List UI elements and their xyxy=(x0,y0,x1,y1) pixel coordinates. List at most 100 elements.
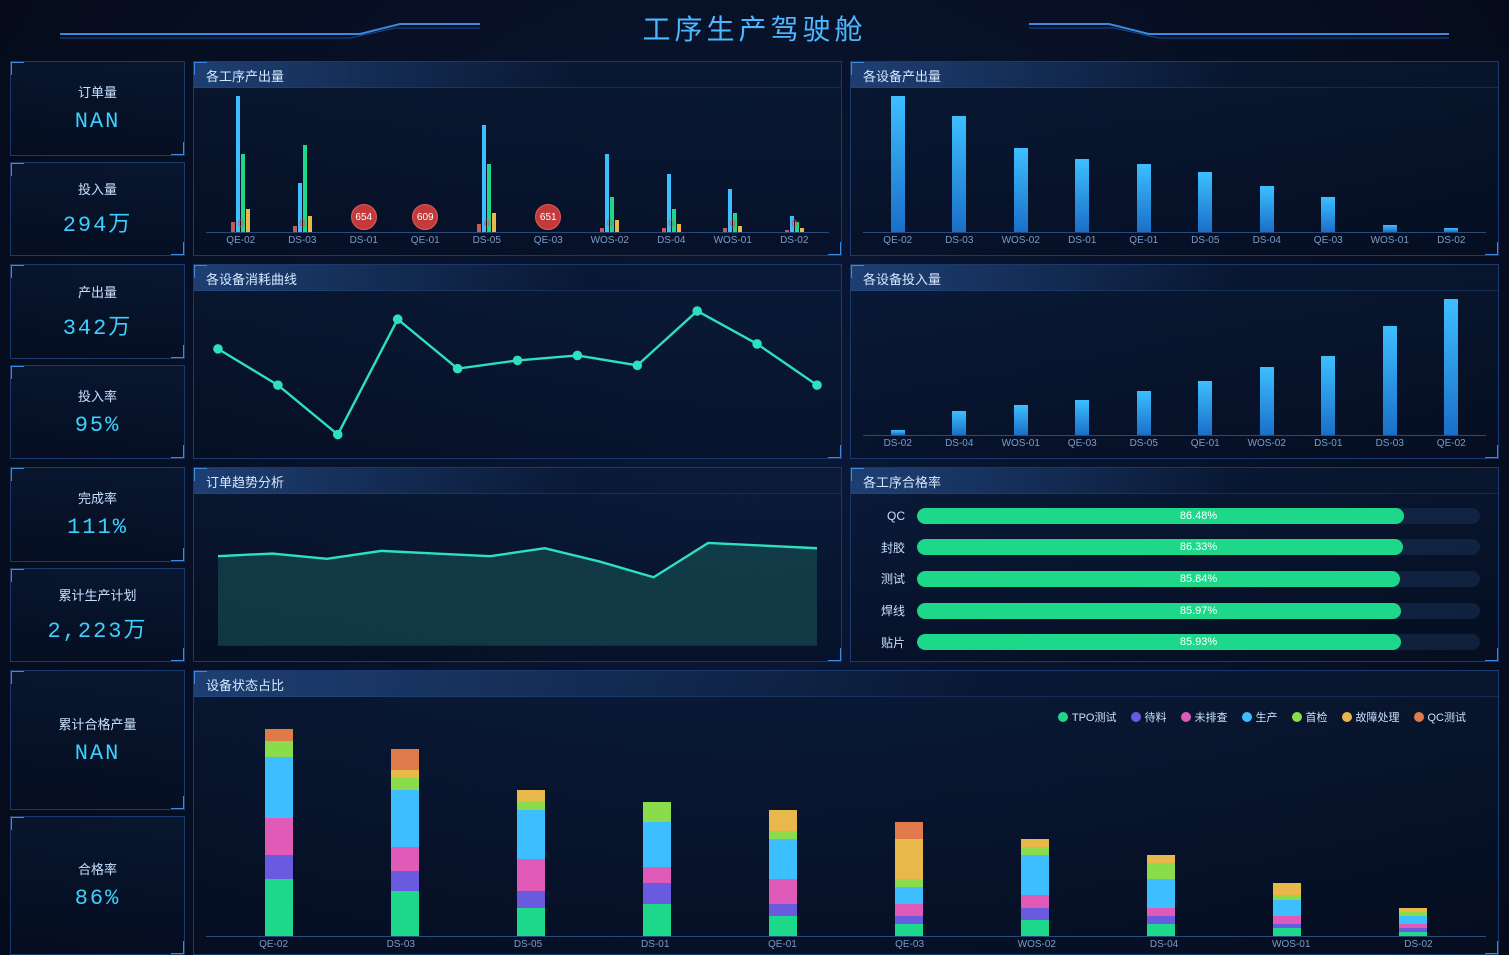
page-title: 工序生产驾驶舱 xyxy=(642,8,866,48)
stack-column xyxy=(1224,729,1350,936)
axis-tick: WOS-01 xyxy=(990,438,1052,449)
legend-item[interactable]: 待料 xyxy=(1131,709,1167,725)
kpi-value: 111% xyxy=(67,515,128,540)
stack-segment xyxy=(1273,928,1301,936)
legend-item[interactable]: 首检 xyxy=(1292,709,1328,725)
kpi-label: 投入率 xyxy=(78,386,117,405)
legend-item[interactable]: QC测试 xyxy=(1414,709,1467,725)
kpi-col-1: 订单量 NAN 投入量 294万 xyxy=(10,61,185,256)
kpi-input-rate: 投入率 95% xyxy=(10,365,185,460)
stack-segment xyxy=(643,802,671,822)
axis-tick: WOS-02 xyxy=(579,235,641,246)
progress-fill xyxy=(917,634,1401,650)
stack-column xyxy=(216,729,342,936)
header-decor-left xyxy=(60,20,480,40)
legend-item[interactable]: TPO测试 xyxy=(1058,709,1117,725)
stack-column xyxy=(972,729,1098,936)
axis-tick: DS-01 xyxy=(1052,235,1114,246)
chart-body: DS-02DS-04WOS-01QE-03DS-05QE-01WOS-02DS-… xyxy=(851,291,1498,458)
stack-segment xyxy=(517,859,545,891)
stack-segment xyxy=(895,879,923,887)
axis-tick: DS-02 xyxy=(867,438,929,449)
bar-badge: 651 xyxy=(535,204,561,230)
bar-group xyxy=(1298,96,1360,232)
progress-row: 焊线85.97% xyxy=(869,602,1480,619)
bar-group xyxy=(1052,96,1114,232)
legend-item[interactable]: 未排查 xyxy=(1181,709,1228,725)
header-decor-right xyxy=(1029,20,1449,40)
bar-group xyxy=(1421,299,1483,435)
bar-group xyxy=(1113,96,1175,232)
axis-tick: DS-02 xyxy=(1355,939,1482,950)
axis-tick: WOS-01 xyxy=(1359,235,1421,246)
panel-device-input: 各设备投入量 DS-02DS-04WOS-01QE-03DS-05QE-01WO… xyxy=(850,264,1499,459)
bar xyxy=(677,224,681,232)
kpi-label: 完成率 xyxy=(78,488,117,507)
stack-segment xyxy=(769,904,797,916)
progress-text: 85.84% xyxy=(1180,571,1217,587)
stack-segment xyxy=(769,839,797,880)
stack-segment xyxy=(895,887,923,903)
progress-fill xyxy=(917,508,1404,524)
bar xyxy=(1198,381,1212,435)
bar-group xyxy=(867,96,929,232)
stack-column xyxy=(846,729,972,936)
stack-segment xyxy=(1273,900,1301,916)
stack-segment xyxy=(517,810,545,859)
chart-body: TPO测试待料 未排查生产首检 故障处理 QC测试 QE-02DS-03DS-05 DS… xyxy=(194,697,1498,954)
legend-item[interactable]: 生产 xyxy=(1242,709,1278,725)
kpi-col-4: 累计合格产量 NAN 合格率 86% xyxy=(10,670,185,955)
axis-tick: DS-05 xyxy=(464,939,591,950)
bar-group: 651 xyxy=(518,96,580,232)
axis-tick: DS-05 xyxy=(1175,235,1237,246)
bar xyxy=(1137,391,1151,435)
progress-label: 测试 xyxy=(869,570,905,587)
axis-tick: DS-03 xyxy=(337,939,464,950)
legend-dot xyxy=(1292,712,1302,722)
stack-column xyxy=(1350,729,1476,936)
kpi-label: 产出量 xyxy=(78,282,117,301)
stack-segment xyxy=(517,790,545,802)
legend-label: 未排查 xyxy=(1195,709,1228,725)
bar xyxy=(1444,228,1458,232)
axis-tick: QE-02 xyxy=(210,939,337,950)
stack-segment xyxy=(1021,839,1049,847)
stack-segment xyxy=(265,741,293,757)
bar-group xyxy=(1113,299,1175,435)
kpi-qualified-total: 累计合格产量 NAN xyxy=(10,670,185,810)
header: 工序生产驾驶舱 xyxy=(0,0,1509,55)
bar-zero-label: 0 xyxy=(791,218,797,230)
stack-segment xyxy=(1273,916,1301,924)
bar xyxy=(1198,172,1212,232)
bar xyxy=(1260,186,1274,232)
bar-group xyxy=(1236,299,1298,435)
bar-group: 0 xyxy=(764,96,826,232)
bar-zero-label: 0 xyxy=(607,218,613,230)
bar-group: 0 xyxy=(210,96,272,232)
axis-tick: WOS-02 xyxy=(1236,438,1298,449)
progress-label: 焊线 xyxy=(869,602,905,619)
bar-group xyxy=(1175,299,1237,435)
axis-tick: QE-01 xyxy=(395,235,457,246)
stack-segment xyxy=(391,749,419,769)
bar xyxy=(236,96,240,232)
kpi-col-2: 产出量 342万 投入率 95% xyxy=(10,264,185,459)
legend-item[interactable]: 故障处理 xyxy=(1342,709,1400,725)
legend-label: 故障处理 xyxy=(1356,709,1400,725)
progress-fill xyxy=(917,571,1400,587)
kpi-completion-rate: 完成率 111% xyxy=(10,467,185,562)
bar xyxy=(891,430,905,435)
stack-column xyxy=(720,729,846,936)
stack-segment xyxy=(769,810,797,830)
stack-segment xyxy=(391,891,419,936)
axis-tick: WOS-01 xyxy=(702,235,764,246)
kpi-label: 投入量 xyxy=(78,179,117,198)
axis-tick: QE-01 xyxy=(719,939,846,950)
panel-title: 设备状态占比 xyxy=(194,671,1498,697)
stack-segment xyxy=(1021,908,1049,920)
stack-segment xyxy=(517,802,545,810)
axis-tick: DS-03 xyxy=(1359,438,1421,449)
stack-segment xyxy=(391,778,419,790)
kpi-value: NAN xyxy=(75,109,121,134)
stack-segment xyxy=(391,871,419,891)
